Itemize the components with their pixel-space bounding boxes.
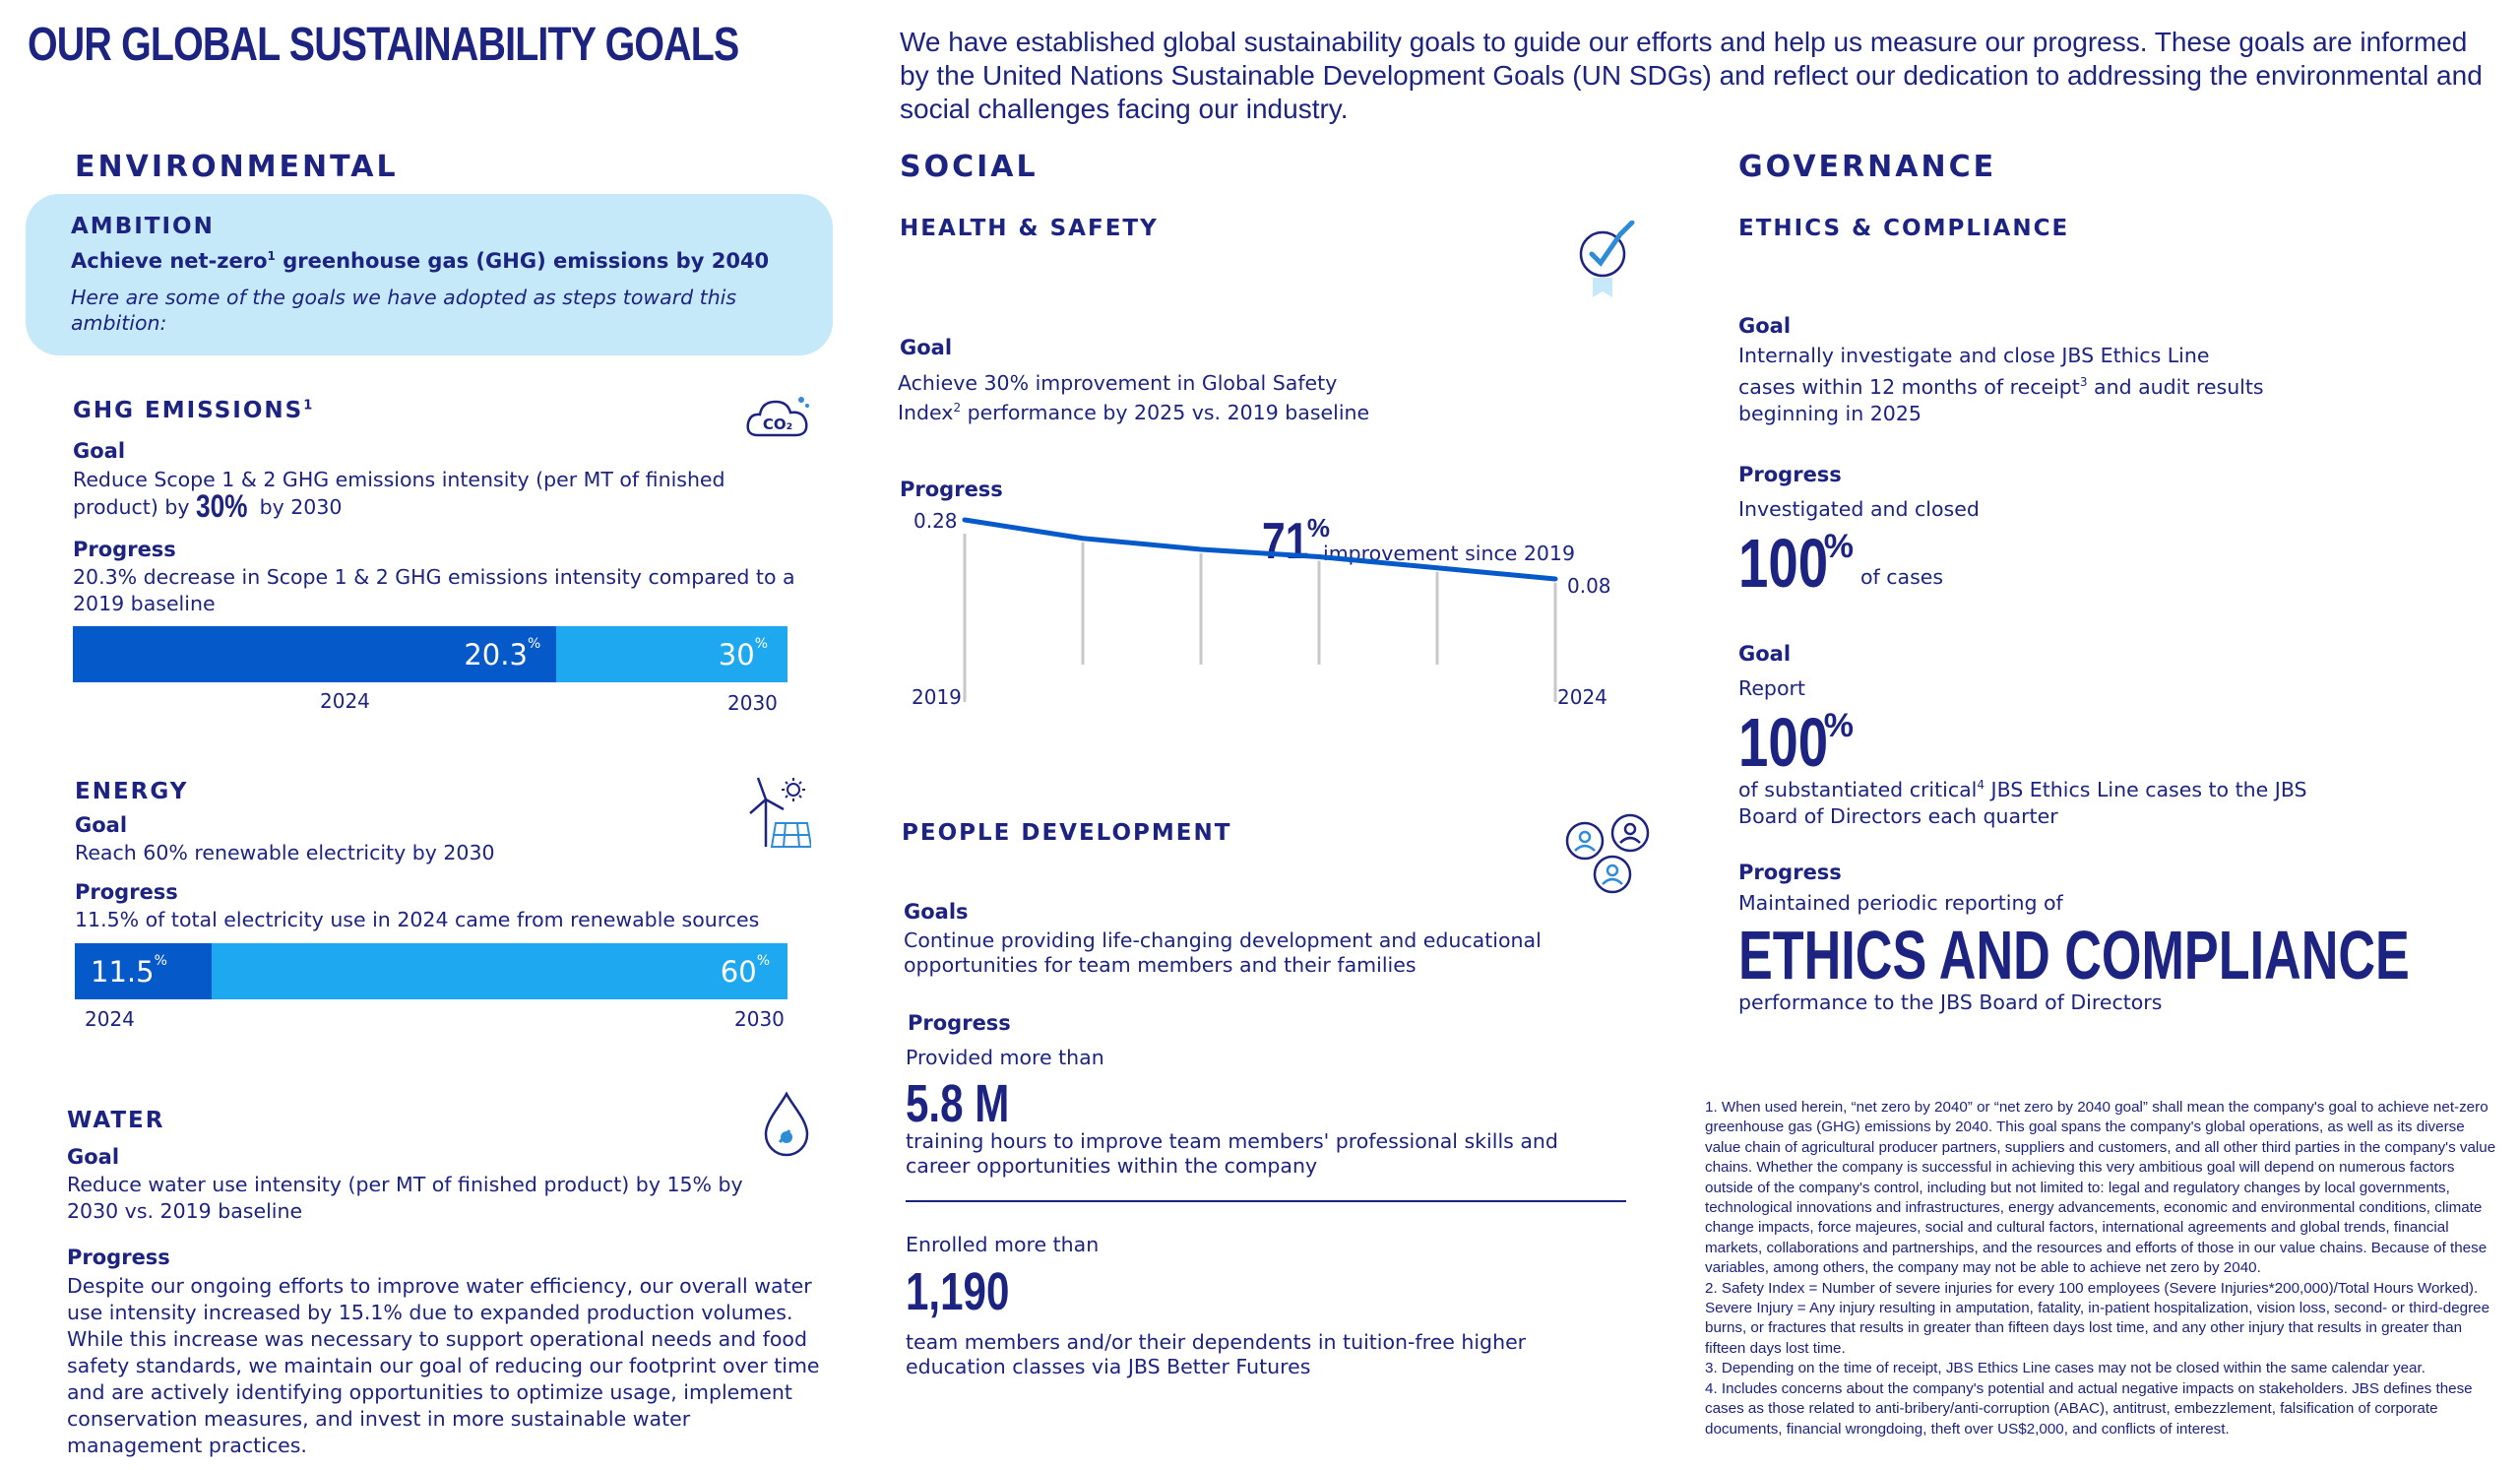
energy-current-segment: 11.5% [75, 943, 212, 999]
ethics-progress1-caption: of cases [1860, 565, 1944, 589]
ethics-goal2-label: Goal [1738, 642, 1792, 666]
ethics-goal2-text: Report [1738, 676, 1805, 700]
water-progress-label: Progress [67, 1246, 170, 1269]
chart-end-label: 0.08 [1567, 574, 1611, 598]
ambition-box: AMBITION Achieve net-zero1 greenhouse ga… [26, 194, 833, 355]
water-goal-text: Reduce water use intensity (per MT of fi… [67, 1173, 743, 1223]
water-progress-text: Despite our ongoing efforts to improve w… [67, 1274, 820, 1457]
people-divider [906, 1200, 1626, 1202]
safety-index-chart: 0.28 0.08 2019 2024 [912, 509, 1611, 709]
ethics-heading: ETHICS & COMPLIANCE [1738, 216, 2070, 241]
people-hours-caption: training hours to improve team members' … [906, 1129, 1558, 1178]
ethics-goal2-big: 100% [1738, 704, 1855, 781]
chart-point [1553, 577, 1557, 581]
ambition-note: Here are some of the goals we have adopt… [71, 286, 737, 335]
energy-progress-label: Progress [75, 880, 178, 904]
health-goal-text: Achieve 30% improvement in Global Safety… [898, 371, 1370, 424]
chart-series-line [962, 517, 1558, 582]
social-heading: SOCIAL [900, 150, 1039, 184]
chart-point [1435, 566, 1439, 570]
checkmark-badge-icon [1573, 220, 1642, 305]
ethics-progress1-big: 100% [1738, 525, 1855, 602]
health-goal-label: Goal [900, 336, 953, 359]
chart-point [1199, 547, 1203, 551]
chart-x-start-label: 2019 [912, 685, 962, 709]
footnote-4: 4. Includes concerns about the company's… [1705, 1379, 2473, 1438]
page-intro: We have established global sustainabilit… [900, 27, 2483, 124]
people-group-icon [1563, 813, 1654, 900]
people-heading: PEOPLE DEVELOPMENT [902, 820, 1232, 846]
footnotes: 1. When used herein, “net zero by 2040” … [1705, 1098, 2502, 1439]
health-big-value: 71% [1262, 513, 1330, 570]
governance-heading: GOVERNANCE [1738, 150, 1997, 184]
energy-progress-text: 11.5% of total electricity use in 2024 c… [75, 908, 760, 931]
chart-x-end-label: 2024 [1557, 685, 1607, 709]
footnote-2: 2. Safety Index = Number of severe injur… [1705, 1279, 2490, 1357]
ethics-progress2-big: ETHICS AND COMPLIANCE [1738, 917, 2410, 993]
ghg-heading: GHG EMISSIONS1 [73, 398, 315, 423]
energy-progress-bar: 60% 11.5% [75, 943, 788, 999]
ghg-progress-bar: 30% 20.3% [73, 626, 788, 682]
ghg-year-target: 2030 [727, 691, 778, 715]
svg-text:CO₂: CO₂ [763, 415, 792, 433]
energy-year-target: 2030 [734, 1007, 785, 1031]
environmental-heading: ENVIRONMENTAL [75, 150, 399, 184]
water-goal-label: Goal [67, 1145, 120, 1169]
footnote-1: 1. When used herein, “net zero by 2040” … [1705, 1099, 2496, 1277]
ethics-progress1-label: Progress [1738, 463, 1842, 486]
energy-goal-label: Goal [75, 813, 128, 837]
ethics-progress2-caption: performance to the JBS Board of Director… [1738, 991, 2163, 1014]
ethics-progress1-text: Investigated and closed [1738, 497, 1980, 521]
page-title: OUR GLOBAL SUSTAINABILITY GOALS [28, 19, 739, 71]
footnote-3: 3. Depending on the time of receipt, JBS… [1705, 1360, 2426, 1377]
ghg-year-current: 2024 [320, 689, 370, 713]
ambition-text: Achieve net-zero1 greenhouse gas (GHG) e… [71, 249, 770, 273]
ethics-goal1-text: Internally investigate and close JBS Eth… [1738, 344, 2264, 425]
ambition-label: AMBITION [71, 214, 215, 239]
energy-heading: ENERGY [75, 779, 189, 804]
ghg-current-segment: 20.3% [73, 626, 557, 682]
people-progress-label: Progress [908, 1011, 1011, 1035]
people-goals-label: Goals [904, 900, 969, 924]
energy-year-current: 2024 [85, 1007, 135, 1031]
people-goals-text: Continue providing life-changing develop… [904, 928, 1542, 977]
people-enrolled-caption: team members and/or their dependents in … [906, 1330, 1527, 1378]
ghg-goal-text: Reduce Scope 1 & 2 GHG emissions intensi… [73, 468, 725, 524]
health-heading: HEALTH & SAFETY [900, 216, 1159, 241]
ghg-progress-label: Progress [73, 538, 176, 561]
energy-goal-text: Reach 60% renewable electricity by 2030 [75, 841, 495, 864]
ethics-progress2-text: Maintained periodic reporting of [1738, 891, 2063, 915]
chart-point [963, 518, 967, 522]
ghg-progress-text: 20.3% decrease in Scope 1 & 2 GHG emissi… [73, 565, 795, 615]
ethics-goal2-caption: of substantiated critical4 JBS Ethics Li… [1738, 777, 2307, 828]
people-provided-text: Provided more than [906, 1046, 1104, 1069]
water-heading: WATER [67, 1108, 165, 1133]
people-enrolled-value: 1,190 [906, 1262, 1010, 1321]
water-drop-icon [762, 1091, 811, 1162]
ethics-progress2-label: Progress [1738, 861, 1842, 884]
chart-point [1317, 555, 1321, 558]
people-enrolled-text: Enrolled more than [906, 1233, 1100, 1256]
people-hours-value: 5.8 M [906, 1074, 1010, 1133]
chart-point [1081, 537, 1085, 541]
health-progress-label: Progress [900, 478, 1003, 501]
co2-cloud-icon: CO₂ [744, 392, 811, 447]
ethics-goal1-label: Goal [1738, 314, 1792, 338]
chart-start-label: 0.28 [914, 509, 958, 533]
ghg-goal-label: Goal [73, 439, 126, 463]
